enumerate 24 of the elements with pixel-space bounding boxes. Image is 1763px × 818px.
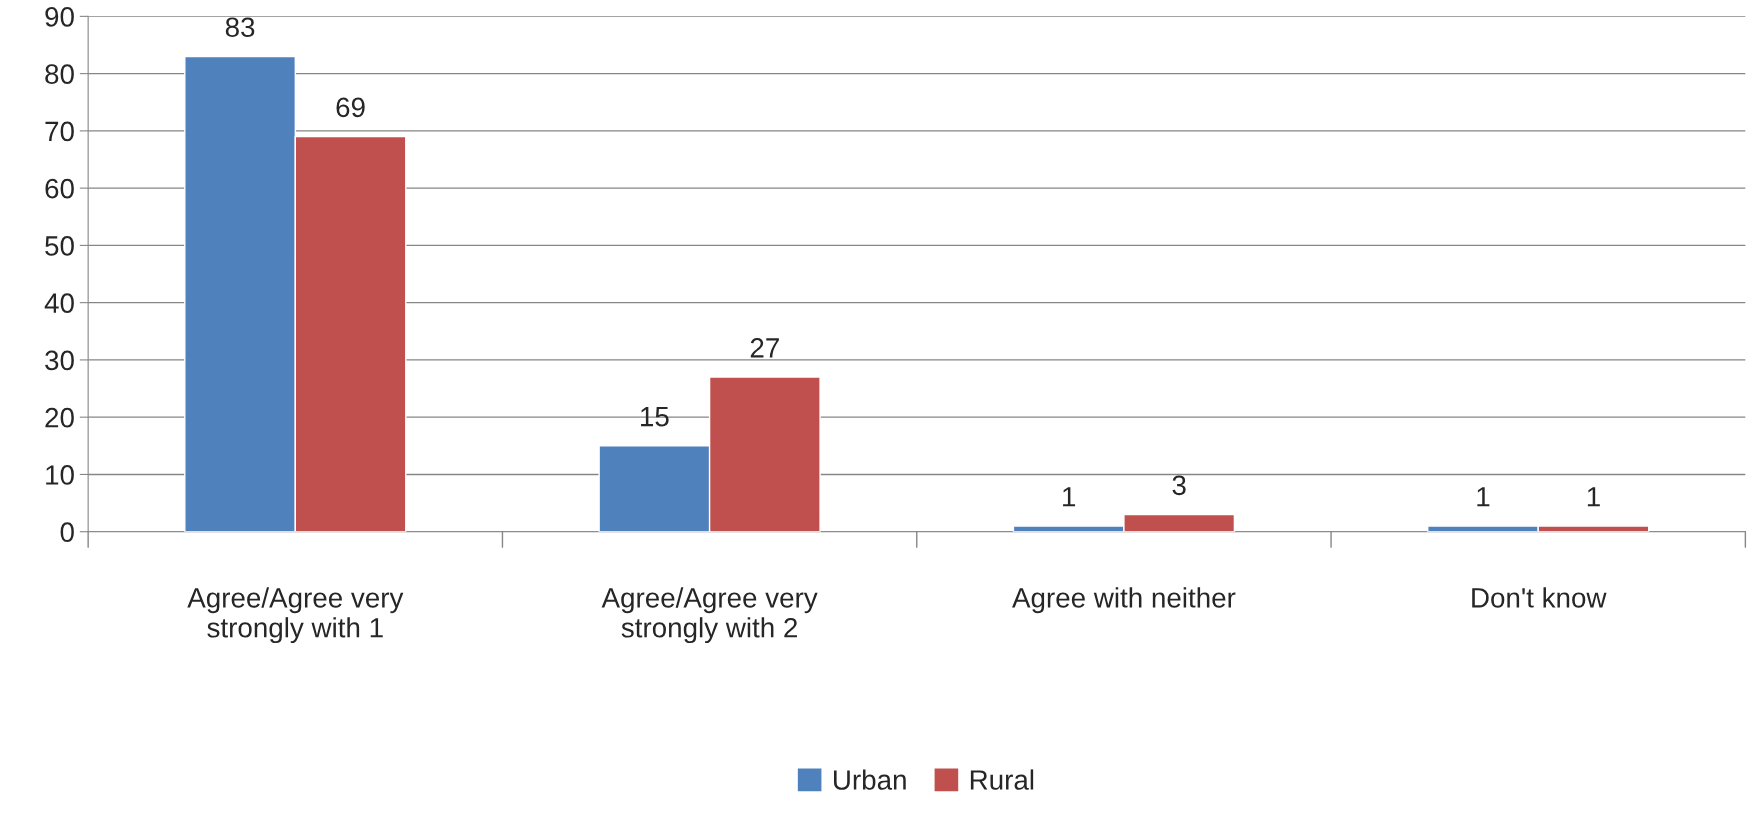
y-tick-label: 80 (45, 64, 74, 84)
data-label: 1 (1063, 487, 1076, 507)
legend-label: Urban (834, 769, 906, 790)
legend-label: Rural (970, 769, 1034, 790)
x-tick-label: Agree/Agree very strongly with 1 (187, 587, 404, 644)
data-label: 69 (336, 97, 365, 118)
y-tick-label: 20 (45, 407, 74, 428)
y-tick-label: 90 (45, 7, 74, 27)
y-tick-label: 70 (45, 121, 74, 142)
data-label: 27 (750, 338, 779, 358)
y-tick-label: 10 (46, 465, 74, 485)
y-tick-label: 30 (45, 350, 74, 371)
data-label: 1 (1587, 487, 1600, 507)
data-label: 83 (225, 17, 255, 38)
data-label: 3 (1172, 475, 1186, 496)
data-label: 15 (641, 407, 669, 427)
y-tick-label: 60 (45, 178, 74, 199)
x-tick-label: Agree/Agree very strongly with 2 (601, 587, 818, 644)
y-tick-label: 50 (45, 236, 74, 256)
x-tick-label: Don't know (1472, 587, 1607, 608)
y-tick-label: 0 (60, 522, 74, 543)
x-tick-label: Agree with neither (1012, 587, 1236, 614)
data-label: 1 (1477, 487, 1490, 507)
y-tick-label: 40 (44, 293, 74, 313)
